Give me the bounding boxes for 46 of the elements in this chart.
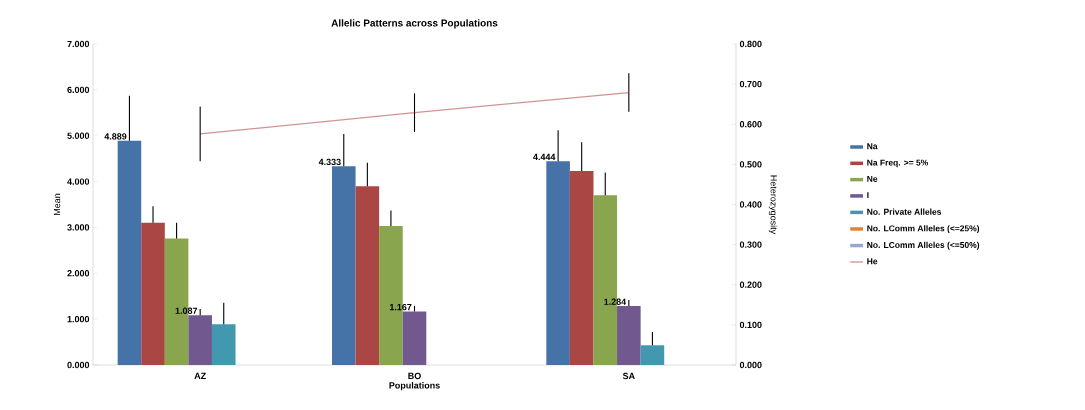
- y2-tick-label: 0.400: [739, 201, 762, 208]
- legend-label: He: [867, 258, 878, 265]
- bar: [331, 166, 356, 365]
- data-label: 4.889: [104, 133, 127, 140]
- y-tick-label: 1.000: [67, 315, 90, 323]
- data-label: 4.444: [533, 153, 556, 161]
- y2-tick-label: 0.500: [739, 161, 762, 168]
- y-tick-label: 6.000: [67, 86, 90, 94]
- x-tick-label: BO: [408, 372, 421, 380]
- bar: [617, 306, 641, 365]
- data-label: 4.333: [318, 158, 341, 166]
- y-tick-label: 7.000: [67, 40, 90, 48]
- bar: [640, 345, 665, 365]
- legend-label: No. Private Alleles: [867, 208, 942, 215]
- bar: [141, 222, 165, 365]
- y2-tick-label: 0.600: [739, 121, 762, 128]
- legend-label: No. LComm Alleles (<=50%): [867, 241, 980, 250]
- y-tick-label: 4.000: [67, 178, 90, 185]
- y-axis-title: Mean: [53, 193, 61, 215]
- legend-label: I: [867, 192, 869, 199]
- legend-label: Na Freq. >= 5%: [867, 159, 929, 168]
- x-tick-label: SA: [622, 372, 635, 380]
- y2-tick-label: 0.700: [739, 80, 762, 88]
- y2-tick-label: 0.100: [739, 321, 762, 329]
- bar: [117, 140, 142, 365]
- y-tick-label: 0.000: [67, 361, 90, 369]
- y-tick-label: 3.000: [67, 224, 90, 231]
- y2-tick-label: 0.200: [739, 281, 762, 288]
- bar: [402, 311, 427, 365]
- x-tick-label: AZ: [194, 372, 206, 379]
- y-tick-label: 2.000: [67, 270, 90, 277]
- bar: [546, 161, 570, 365]
- y2-axis-title: Heterozygosity: [768, 175, 778, 235]
- y2-tick-label: 0.800: [739, 40, 762, 48]
- bar: [211, 324, 236, 365]
- y2-tick-label: 0.000: [739, 361, 762, 369]
- bar: [569, 171, 594, 365]
- y-tick-label: 5.000: [67, 132, 90, 139]
- legend-label: Ne: [867, 175, 878, 182]
- bar: [188, 315, 212, 365]
- y2-tick-label: 0.300: [739, 241, 762, 248]
- legend-label: No. LComm Alleles (<=25%): [867, 225, 980, 234]
- chart-title: Allelic Patterns across Populations: [331, 19, 498, 29]
- bar: [355, 186, 380, 365]
- legend-label: Na: [867, 143, 878, 150]
- x-axis-title: Populations: [389, 381, 440, 391]
